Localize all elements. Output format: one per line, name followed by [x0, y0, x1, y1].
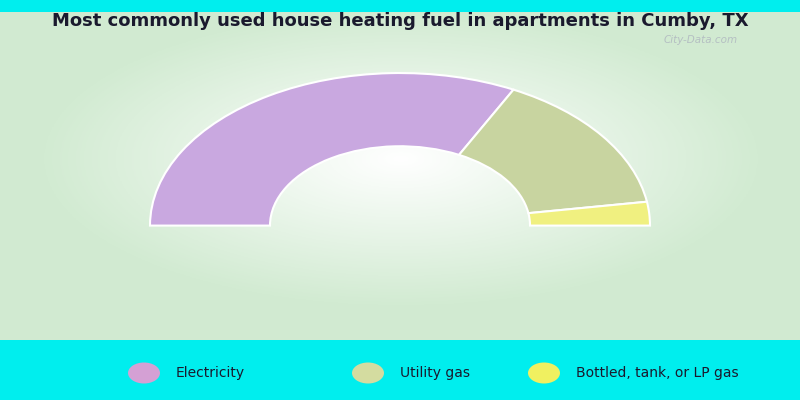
Text: Electricity: Electricity [176, 366, 245, 380]
Wedge shape [459, 90, 647, 213]
Ellipse shape [352, 362, 384, 384]
Ellipse shape [128, 362, 160, 384]
Ellipse shape [528, 362, 560, 384]
Text: Utility gas: Utility gas [400, 366, 470, 380]
Wedge shape [528, 202, 650, 226]
Wedge shape [150, 73, 514, 226]
Text: Most commonly used house heating fuel in apartments in Cumby, TX: Most commonly used house heating fuel in… [52, 12, 748, 30]
Text: City-Data.com: City-Data.com [663, 35, 738, 45]
Text: Bottled, tank, or LP gas: Bottled, tank, or LP gas [576, 366, 738, 380]
